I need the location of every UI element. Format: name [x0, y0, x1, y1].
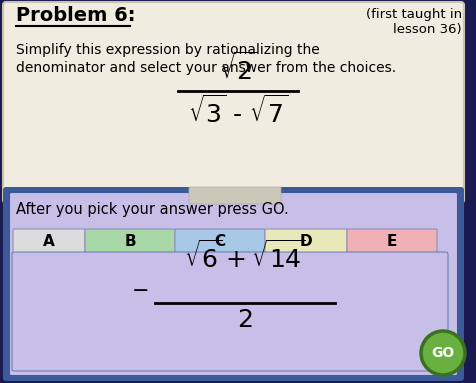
FancyBboxPatch shape: [346, 229, 436, 253]
FancyBboxPatch shape: [188, 187, 280, 204]
Text: $-$: $-$: [130, 279, 148, 299]
FancyBboxPatch shape: [9, 192, 457, 376]
Circle shape: [420, 331, 464, 375]
Text: B: B: [124, 234, 136, 249]
Text: $\sqrt{6}+\sqrt{14}$: $\sqrt{6}+\sqrt{14}$: [184, 241, 305, 273]
FancyBboxPatch shape: [175, 229, 265, 253]
Text: After you pick your answer press GO.: After you pick your answer press GO.: [16, 202, 288, 217]
Text: (first taught in
lesson 36): (first taught in lesson 36): [365, 8, 461, 36]
Text: denominator and select your answer from the choices.: denominator and select your answer from …: [16, 61, 395, 75]
FancyBboxPatch shape: [13, 229, 85, 253]
Text: $2$: $2$: [237, 308, 252, 332]
Text: A: A: [43, 234, 55, 249]
Text: Simplify this expression by rationalizing the: Simplify this expression by rationalizin…: [16, 43, 319, 57]
FancyBboxPatch shape: [85, 229, 175, 253]
Text: Problem 6:: Problem 6:: [16, 6, 135, 25]
FancyBboxPatch shape: [3, 2, 463, 203]
Text: E: E: [386, 234, 397, 249]
FancyBboxPatch shape: [265, 229, 346, 253]
Text: $\sqrt{3}\ \text{-}\ \sqrt{7}$: $\sqrt{3}\ \text{-}\ \sqrt{7}$: [187, 95, 288, 128]
Text: $\sqrt{2}$: $\sqrt{2}$: [218, 52, 257, 85]
Text: GO: GO: [430, 346, 454, 360]
FancyBboxPatch shape: [3, 187, 463, 381]
FancyBboxPatch shape: [12, 252, 447, 371]
Text: C: C: [214, 234, 225, 249]
Text: D: D: [299, 234, 312, 249]
